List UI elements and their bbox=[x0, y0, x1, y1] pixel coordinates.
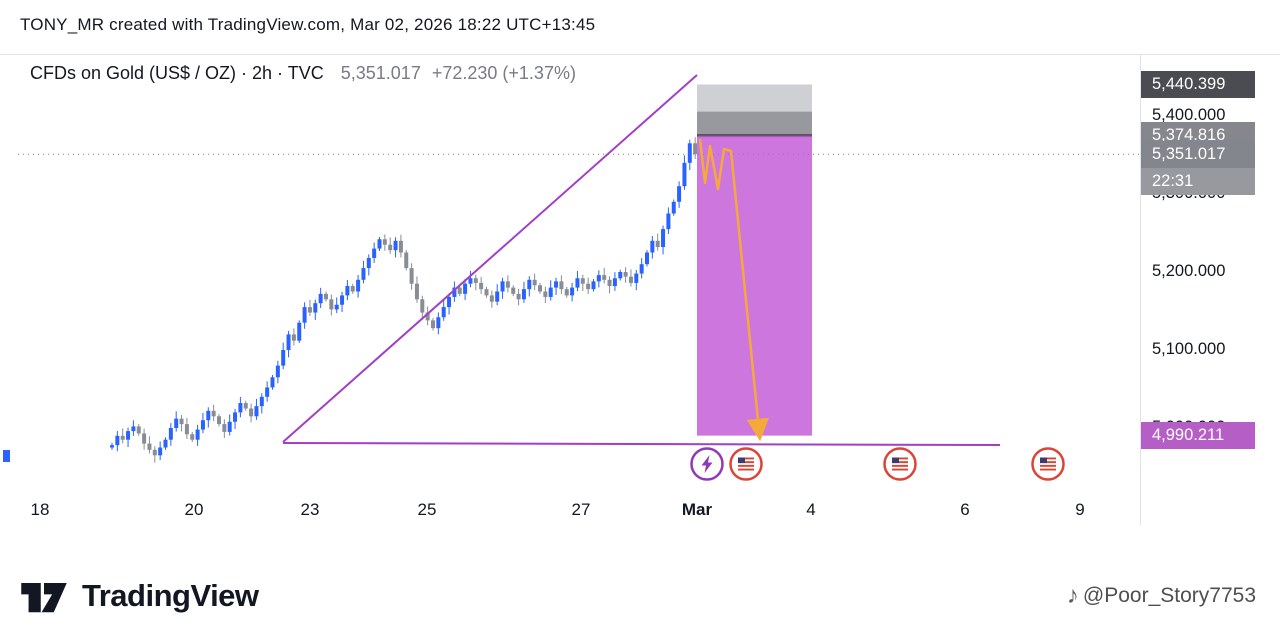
entry-band bbox=[697, 111, 812, 136]
price-level-badge: 4,990.211 bbox=[1141, 422, 1255, 450]
time-axis-label-mar: Mar bbox=[681, 500, 713, 519]
author-watermark: ♪ @Poor_Story7753 bbox=[1067, 582, 1256, 610]
price-change-value: +72.230 (+1.37%) bbox=[431, 63, 576, 83]
calendar-event-us-flag-icon[interactable] bbox=[883, 447, 917, 481]
trendline-drawing[interactable] bbox=[282, 74, 698, 443]
price-axis-label: 5,200.000 bbox=[1152, 262, 1226, 280]
time-axis-label-18: 18 bbox=[30, 500, 50, 519]
time-axis-label-23: 23 bbox=[300, 500, 320, 519]
tradingview-logo[interactable]: TradingView bbox=[18, 570, 259, 622]
time-axis-label-4: 4 bbox=[806, 500, 816, 519]
calendar-event-us-flag-icon[interactable] bbox=[729, 447, 763, 481]
time-axis-label-20: 20 bbox=[184, 500, 204, 519]
music-note-icon: ♪ bbox=[1066, 582, 1079, 609]
price-badge-value: 4,990.211 bbox=[1152, 426, 1225, 445]
tradingview-logo-icon bbox=[21, 583, 67, 613]
price-badge-value: 5,374.816 bbox=[1152, 126, 1226, 145]
symbol-title[interactable]: CFDs on Gold (US$ / OZ) · 2h · TVC bbox=[30, 63, 324, 83]
tradingview-logo-text: TradingView bbox=[82, 578, 259, 613]
candlestick-series bbox=[110, 137, 698, 463]
price-axis[interactable]: 5,400.0005,300.0005,200.0005,100.0005,00… bbox=[1140, 55, 1280, 525]
price-badge-value: 5,440.399 bbox=[1152, 74, 1226, 93]
time-axis-label-9: 9 bbox=[1075, 500, 1085, 519]
price-badge-value: 5,351.017 bbox=[1152, 144, 1226, 163]
time-axis-label-6: 6 bbox=[960, 500, 970, 519]
price-level-badge: 5,440.399 bbox=[1141, 70, 1255, 98]
bar-countdown-timer: 22:31 bbox=[1141, 167, 1255, 195]
calendar-event-us-flag-icon[interactable] bbox=[1031, 447, 1065, 481]
horizontal-line-drawing[interactable] bbox=[282, 442, 1001, 446]
attribution-text: TONY_MR created with TradingView.com, Ma… bbox=[20, 15, 596, 34]
chart-canvas[interactable] bbox=[0, 55, 1140, 525]
footer: TradingView ♪ @Poor_Story7753 bbox=[0, 524, 1280, 638]
current-price-badge: 5,351.017 22:31 bbox=[1141, 140, 1255, 195]
time-axis-label-25: 25 bbox=[417, 500, 437, 519]
time-axis-label-27: 27 bbox=[571, 500, 591, 519]
price-axis-label: 5,400.000 bbox=[1152, 106, 1226, 124]
edge-candle bbox=[3, 450, 10, 462]
projection-arrow[interactable] bbox=[698, 138, 770, 442]
last-price-value: 5,351.017 bbox=[340, 63, 421, 83]
price-axis-label: 5,100.000 bbox=[1152, 340, 1226, 358]
time-axis[interactable]: 18 20 23 25 27 Mar 4 6 9 bbox=[0, 500, 1140, 530]
chart-pane[interactable]: CFDs on Gold (US$ / OZ) · 2h · TVC 5,351… bbox=[0, 54, 1280, 525]
calendar-event-lightning-icon[interactable] bbox=[690, 447, 724, 481]
symbol-legend[interactable]: CFDs on Gold (US$ / OZ) · 2h · TVC 5,351… bbox=[30, 63, 576, 84]
author-handle: @Poor_Story7753 bbox=[1082, 584, 1256, 607]
